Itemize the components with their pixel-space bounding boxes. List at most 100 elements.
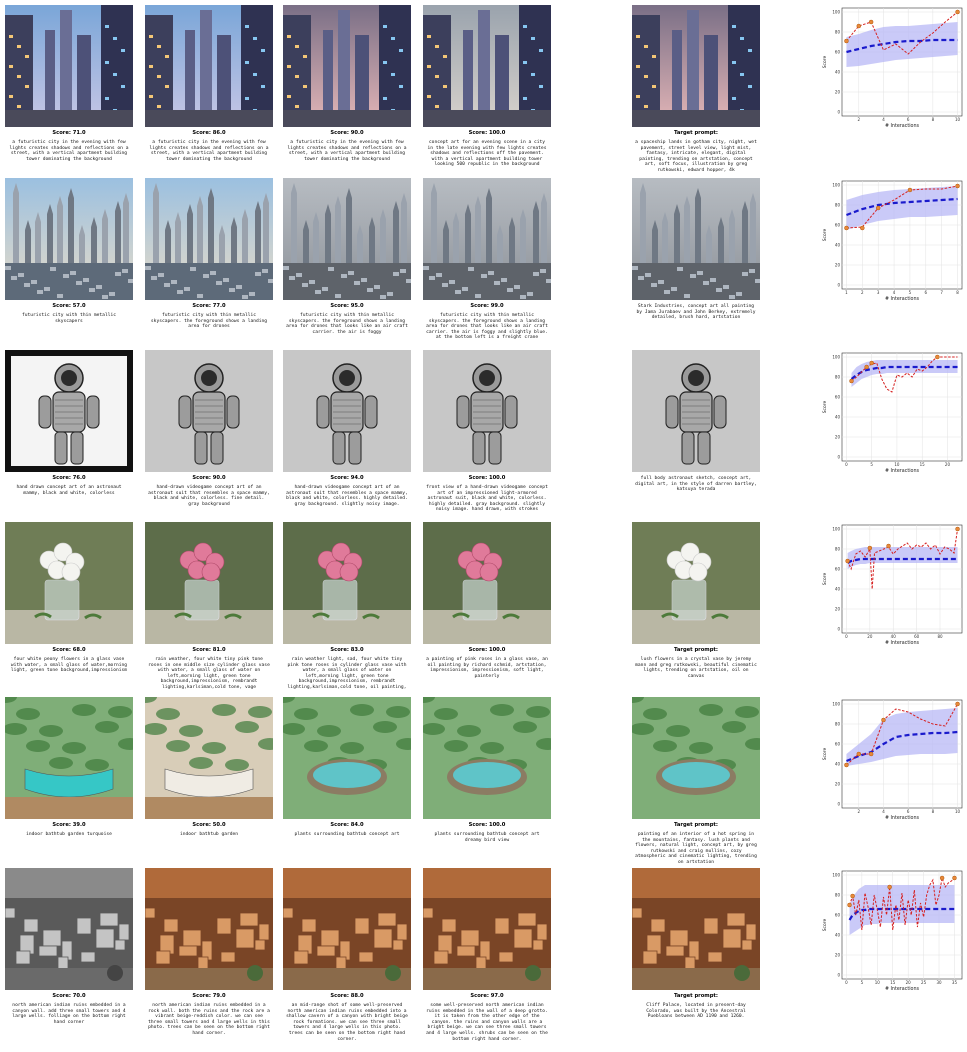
- x-tick-label: 10: [955, 117, 961, 122]
- iteration-cell: Score: 88.0 an mid-range shot of some wel…: [283, 868, 411, 1042]
- best-marker: [886, 543, 891, 549]
- x-axis-label: # Interactions: [885, 986, 920, 992]
- y-tick-label: 0: [837, 973, 840, 978]
- score-label: Score: 86.0: [192, 130, 226, 136]
- y-tick-label: 60: [835, 50, 841, 55]
- target-image: [632, 697, 760, 819]
- x-tick-label: 6: [925, 290, 928, 295]
- y-tick-label: 20: [835, 953, 841, 958]
- y-tick-label: 0: [837, 283, 840, 288]
- prompt-text: front view of a hand-drawn videogame con…: [426, 485, 548, 513]
- generated-image: [145, 697, 273, 819]
- best-marker: [887, 884, 892, 890]
- target-image: [632, 522, 760, 644]
- iteration-cell: Score: 94.0 hand-drawn videogame concept …: [283, 350, 411, 507]
- score-plot: 0 20 40 60 80 100 2 4 6 8 10 Score # Interactions: [820, 697, 965, 827]
- score-plot: 0 20 40 60 80 100 0 20 40 60 80 Score # Interactions: [820, 522, 965, 652]
- generated-image: [145, 350, 273, 472]
- best-marker: [869, 360, 874, 366]
- prompt-text: lush flowers in a crystal vase by jeremy…: [635, 657, 757, 679]
- x-tick-label: 40: [891, 634, 897, 639]
- x-tick-label: 20: [906, 980, 912, 985]
- generated-image: [5, 178, 133, 300]
- result-row: Score: 57.0 futuristic city with thin met…: [0, 178, 967, 348]
- prompt-text: rain weather light, sad, four white tiny…: [287, 657, 407, 690]
- score-plot: 0 20 40 60 80 100 2 4 6 8 10 Score # Interactions: [820, 5, 965, 135]
- iteration-cell: Score: 57.0 futuristic city with thin met…: [5, 178, 133, 324]
- x-tick-label: 80: [937, 634, 943, 639]
- series-score-line: [847, 528, 959, 590]
- x-tick-label: 7: [940, 290, 943, 295]
- x-tick-label: 25: [921, 980, 927, 985]
- x-tick-label: 5: [870, 462, 873, 467]
- y-tick-label: 20: [835, 782, 841, 787]
- target-cell: Target prompt: painting of an interior of…: [632, 697, 760, 866]
- best-marker: [952, 875, 957, 881]
- target-cell: Target prompt: a spaceship lands in gotha…: [632, 5, 760, 174]
- y-axis-label: Score: [822, 747, 828, 760]
- y-tick-label: 80: [835, 375, 841, 380]
- result-row: Score: 76.0 hand drawn concept art of an …: [0, 350, 967, 520]
- best-marker: [844, 762, 849, 768]
- score-label: Score: 90.0: [192, 475, 226, 481]
- series-mean-line: [846, 197, 958, 217]
- prompt-text: futuristic city with thin metallic skysc…: [150, 313, 268, 330]
- score-label: Score: 94.0: [330, 475, 364, 481]
- prompt-text: full body astronaut sketch, concept art,…: [635, 476, 757, 493]
- generated-image: [145, 5, 273, 127]
- target-label: Target prompt:: [674, 130, 718, 136]
- x-tick-label: 10: [875, 980, 881, 985]
- y-tick-label: 40: [835, 70, 841, 75]
- best-marker: [856, 23, 862, 29]
- y-axis-label: Score: [822, 572, 828, 585]
- generated-image: [423, 350, 551, 472]
- x-tick-label: 2: [858, 117, 861, 122]
- best-marker: [939, 875, 945, 881]
- score-label: Score: 57.0: [52, 303, 86, 309]
- generated-image: [423, 697, 551, 819]
- plot-frame: [841, 524, 963, 634]
- y-tick-label: 20: [835, 263, 841, 268]
- iteration-cell: Score: 79.0 north american indian ruins e…: [145, 868, 273, 1037]
- prompt-text: futuristic city with thin metallic skysc…: [286, 313, 408, 335]
- y-tick-label: 80: [835, 547, 841, 552]
- prompt-text: a spaceship lands in gotham city, night,…: [635, 140, 757, 173]
- iteration-cell: Score: 50.0 indoor bathtub garden: [145, 697, 273, 838]
- best-marker: [955, 183, 960, 189]
- best-marker: [907, 187, 913, 193]
- generated-image: [145, 178, 273, 300]
- y-tick-label: 80: [835, 722, 841, 727]
- y-tick-label: 0: [837, 110, 840, 115]
- y-tick-label: 60: [835, 742, 841, 747]
- x-tick-label: 8: [932, 117, 935, 122]
- target-image: [632, 5, 760, 127]
- best-marker: [849, 378, 854, 384]
- y-axis-label: Score: [822, 918, 828, 931]
- y-tick-label: 100: [832, 10, 840, 15]
- x-axis-label: # Interactions: [885, 815, 920, 821]
- x-tick-label: 4: [882, 809, 885, 814]
- iteration-cell: Score: 76.0 hand drawn concept art of an …: [5, 350, 133, 496]
- best-marker: [875, 205, 881, 211]
- prompt-text: rain weather, four white tiny pink tone …: [148, 657, 270, 690]
- score-label: Score: 88.0: [330, 993, 364, 999]
- target-cell: Target prompt: lush flowers in a crystal …: [632, 522, 760, 679]
- iteration-cell: Score: 100.0 plants surrounding bathtub c…: [423, 697, 551, 843]
- score-label: Score: 68.0: [52, 647, 86, 653]
- score-plot: 0 20 40 60 80 100 0 5 10 15 20 25 30 35 Score # Interac…: [820, 868, 965, 998]
- iteration-cell: Score: 100.0 concept art for an evening s…: [423, 5, 551, 168]
- iteration-cell: Score: 83.0 rain weather light, sad, four…: [283, 522, 411, 691]
- score-label: Score: 100.0: [468, 822, 506, 828]
- generated-image: [423, 178, 551, 300]
- best-marker: [856, 751, 862, 757]
- prompt-text: hand-drawn videogame concept art of an a…: [148, 485, 270, 507]
- x-tick-label: 20: [867, 634, 873, 639]
- x-tick-label: 6: [907, 117, 910, 122]
- x-tick-label: 15: [920, 462, 926, 467]
- iteration-cell: Score: 90.0 a futuristic city in the even…: [283, 5, 411, 162]
- result-row: Score: 39.0 indoor bathtub garden turquoi…: [0, 697, 967, 867]
- series-mean-line: [846, 38, 958, 54]
- prompt-text: hand-drawn videogame concept art of an a…: [286, 485, 408, 507]
- x-tick-label: 8: [956, 290, 959, 295]
- y-tick-label: 100: [832, 527, 840, 532]
